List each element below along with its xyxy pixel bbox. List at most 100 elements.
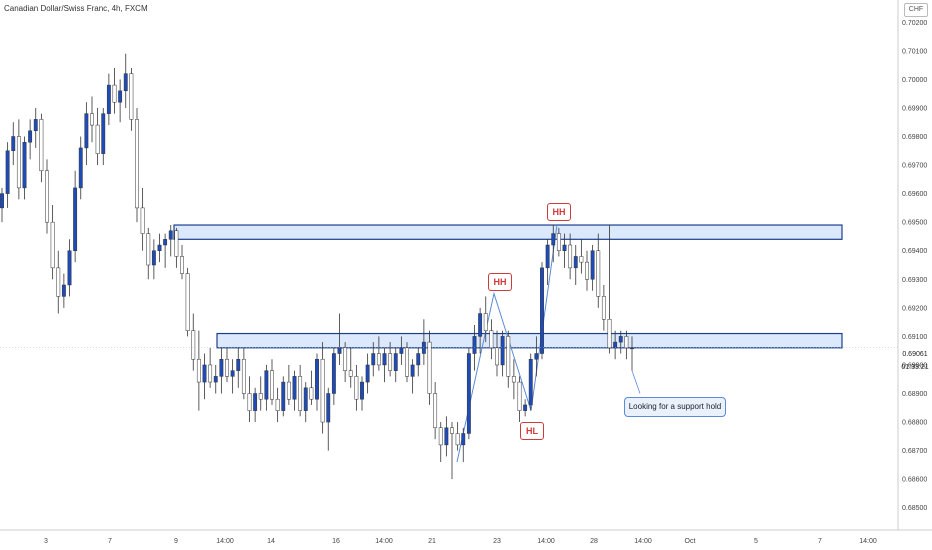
candle <box>292 370 297 411</box>
bear-candle-body <box>405 347 409 377</box>
candle <box>202 353 207 400</box>
candle <box>613 330 618 360</box>
candle <box>123 53 128 108</box>
bull-candle-body <box>331 353 336 394</box>
candle <box>28 119 33 160</box>
bear-candle-body <box>517 381 522 411</box>
candle <box>253 387 258 423</box>
bull-candle-body <box>478 313 483 337</box>
candle <box>528 353 533 411</box>
bull-candle-body <box>11 136 16 152</box>
candle <box>275 387 280 423</box>
time-tick-label: 7 <box>818 538 822 545</box>
bear-candle-body <box>112 84 117 103</box>
bear-candle-body <box>45 170 49 223</box>
candle <box>281 376 286 417</box>
bear-candle-body <box>275 398 280 411</box>
higher-low-label[interactable]: HL <box>520 422 544 440</box>
bear-candle-body <box>135 119 139 209</box>
candle <box>585 250 589 291</box>
time-tick-label: 14 <box>267 538 275 545</box>
candle <box>219 347 224 394</box>
bear-candle-body <box>438 427 443 446</box>
bear-candle-body <box>450 427 454 434</box>
candle <box>472 324 477 371</box>
candle <box>298 364 303 417</box>
bear-candle-body <box>95 124 100 154</box>
bar-countdown: 01:33:21 <box>901 364 929 371</box>
candle <box>438 422 443 463</box>
candle <box>140 187 145 251</box>
time-tick-label: 9 <box>174 538 178 545</box>
candle <box>50 205 55 280</box>
note-pointer <box>631 370 641 394</box>
bull-candle-body <box>219 358 224 377</box>
bear-candle-body <box>174 230 179 257</box>
candle <box>365 353 370 394</box>
candle <box>495 330 499 377</box>
candle <box>22 136 27 200</box>
candle <box>545 239 550 285</box>
candle <box>230 359 235 394</box>
bull-candle-body <box>618 336 623 343</box>
bull-candle-body <box>337 347 342 354</box>
bull-candle-body <box>236 358 241 371</box>
candle <box>630 336 634 371</box>
bull-candle-body <box>551 233 556 246</box>
bear-candle-body <box>39 119 44 172</box>
candle <box>56 250 61 314</box>
candle <box>511 359 516 400</box>
candle <box>607 225 612 354</box>
bull-candle-body <box>382 353 387 366</box>
bull-candle-body <box>472 336 477 354</box>
bear-candle-body <box>511 376 516 383</box>
bear-candle-body <box>185 273 190 331</box>
candle <box>405 342 409 383</box>
candle <box>450 422 454 480</box>
price-axis: 0.70200 0.70100 0.70000 0.69900 0.69800 0.697… <box>902 20 927 512</box>
bull-candle-body <box>371 353 376 366</box>
bear-candle-body <box>607 319 612 349</box>
time-tick-label: 14:00 <box>634 538 652 545</box>
price-tick-label: 0.68900 <box>902 391 927 398</box>
bull-candle-body <box>28 130 33 143</box>
bull-candle-body <box>33 119 38 132</box>
candle <box>523 399 528 417</box>
candle <box>337 313 342 365</box>
bull-candle-body <box>545 244 550 269</box>
bull-candle-body <box>0 193 4 209</box>
price-tick-label: 0.70000 <box>902 77 927 84</box>
support-note-callout[interactable]: Looking for a support hold <box>624 397 726 417</box>
bear-candle-body <box>427 341 432 394</box>
currency-badge[interactable]: CHF <box>904 3 928 17</box>
price-tick-label: 0.69700 <box>902 163 927 170</box>
candle <box>348 347 353 388</box>
candle <box>601 284 606 331</box>
candle <box>61 273 66 308</box>
candle <box>213 364 218 394</box>
candle <box>517 376 522 423</box>
bear-candle-body <box>208 364 213 383</box>
bear-candle-body <box>348 370 353 377</box>
bull-candle-body <box>630 347 634 350</box>
time-tick-label: Oct <box>685 538 696 545</box>
bull-candle-body <box>562 244 567 251</box>
bear-candle-body <box>16 136 21 189</box>
candle <box>315 353 319 411</box>
candle <box>579 239 584 274</box>
bear-candle-body <box>579 256 584 263</box>
bull-candle-body <box>466 353 471 434</box>
higher-high-label[interactable]: HH <box>547 203 571 221</box>
candle <box>388 342 393 377</box>
price-tick-label: 0.69900 <box>902 105 927 112</box>
bear-candle-body <box>56 267 61 297</box>
candle <box>0 187 4 223</box>
higher-high-label[interactable]: HH <box>488 273 512 291</box>
bull-candle-body <box>67 250 72 286</box>
candle <box>129 67 134 131</box>
bull-candle-body <box>303 387 308 411</box>
time-tick-label: 5 <box>754 538 758 545</box>
bear-candle-body <box>585 261 589 280</box>
bull-candle-body <box>590 250 595 280</box>
